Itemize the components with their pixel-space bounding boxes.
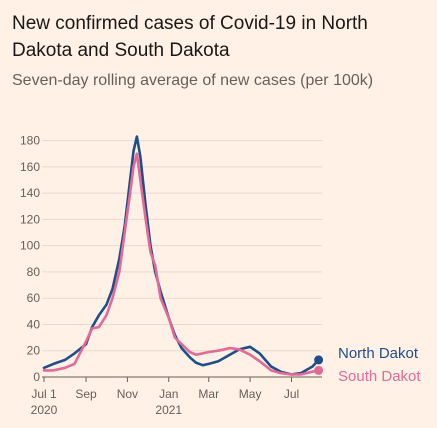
series-line-south-dakota: [42, 152, 320, 376]
y-axis-ticks: 0 20 40 60 80 100 120 140 160 180: [20, 134, 40, 384]
y-tick-label: 140: [20, 186, 40, 200]
y-tick-label: 180: [20, 134, 40, 148]
legend-layer: North Dakot South Dakot: [314, 345, 421, 385]
legend-label-south-dakota: South Dakot: [338, 368, 421, 385]
grid-layer: [42, 140, 322, 378]
x-tick-label: Nov: [117, 387, 138, 401]
series-layer: [42, 135, 320, 376]
x-tick-sublabel: 2021: [155, 403, 182, 417]
y-tick-label: 20: [27, 344, 41, 358]
y-tick-label: 60: [27, 291, 41, 305]
x-tick-label: Jul 1: [31, 387, 57, 401]
chart-title: New confirmed cases of Covid-19 in North…: [12, 13, 368, 61]
legend-label-north-dakota: North Dakot: [338, 345, 419, 362]
x-tick-label: May: [239, 387, 262, 401]
x-tick-label: Mar: [198, 387, 219, 401]
y-tick-label: 160: [20, 160, 40, 174]
series-end-dot-south-dakota: [314, 365, 324, 375]
series-end-dot-north-dakota: [314, 355, 324, 365]
series-line-north-dakota: [42, 135, 320, 376]
y-tick-label: 40: [27, 317, 41, 331]
x-tick-label: Sep: [75, 387, 97, 401]
y-tick-label: 80: [27, 265, 41, 279]
y-tick-label: 120: [20, 212, 40, 226]
x-tick-sublabel: 2020: [31, 403, 58, 417]
y-tick-label: 100: [20, 239, 40, 253]
x-tick-label: Jan: [159, 387, 178, 401]
y-tick-label: 0: [33, 370, 40, 384]
x-tick-label: Jul: [284, 387, 299, 401]
x-axis-ticks: Jul 1 2020 Sep Nov Jan 2021 Mar May Jul: [31, 377, 299, 417]
chart-subtitle: Seven-day rolling average of new cases (…: [12, 72, 374, 89]
